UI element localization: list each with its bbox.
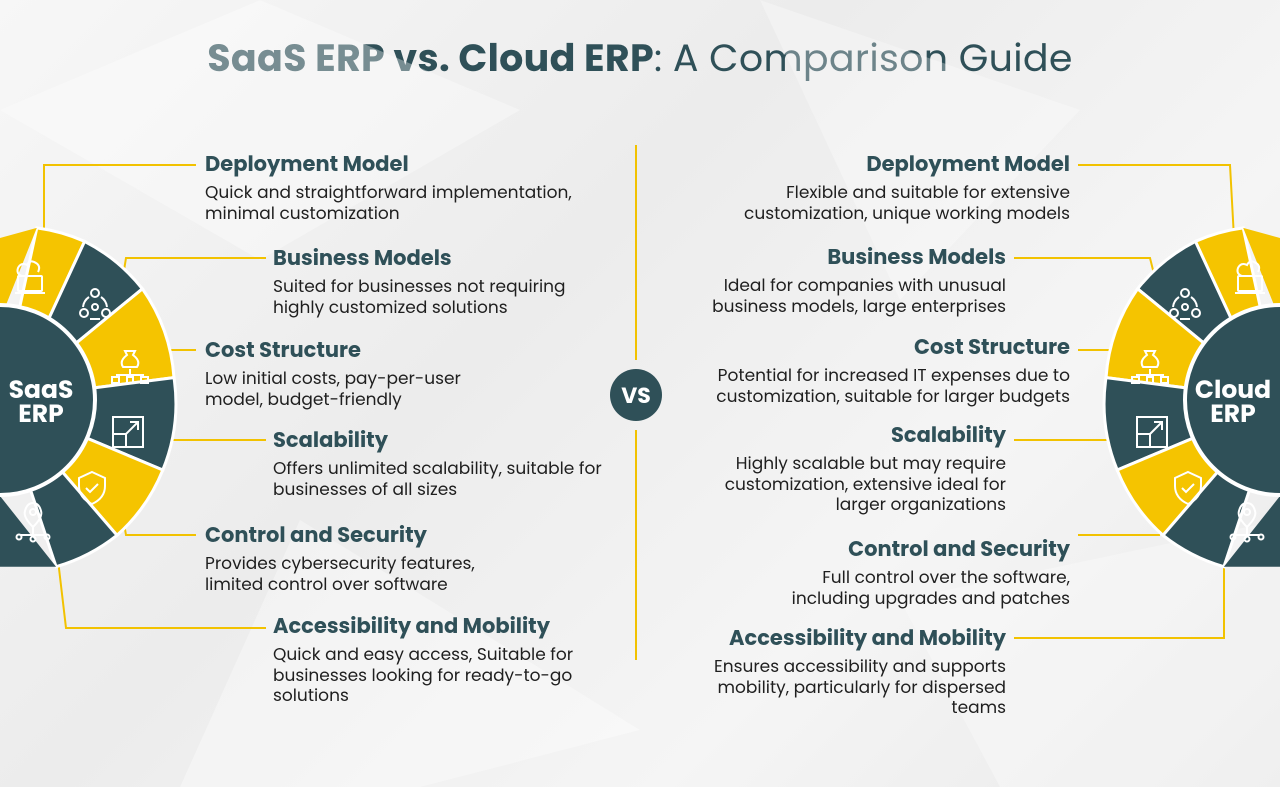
right-text: Full control over the software, includin… xyxy=(791,565,1070,610)
right-icons xyxy=(1131,260,1265,543)
page-title: SaaS ERP vs. Cloud ERP: A Comparison Gui… xyxy=(0,30,1280,87)
right-heading: Control and Security xyxy=(848,535,1070,564)
saas-erp-label: SaaS ERP xyxy=(6,372,76,431)
right-ring xyxy=(1102,226,1280,569)
money-bag-network-icon xyxy=(111,350,149,384)
money-bag-network-icon xyxy=(1131,350,1169,384)
left-heading: Cost Structure xyxy=(205,336,361,365)
cloud-erp-label: Cloud ERP xyxy=(1190,372,1276,431)
expand-icon xyxy=(112,416,144,448)
right-text: Flexible and suitable for extensive cust… xyxy=(744,180,1070,225)
right-heading: Scalability xyxy=(891,421,1006,450)
left-heading: Business Models xyxy=(273,244,452,273)
left-icons xyxy=(15,260,149,543)
shield-check-icon xyxy=(1174,470,1202,506)
cloud-label-line1: Cloud xyxy=(1194,372,1272,407)
cloud-laptop-icon xyxy=(1235,260,1265,294)
left-heading: Control and Security xyxy=(205,521,427,550)
people-cycle-icon xyxy=(1169,288,1201,320)
right-item-deployment: Deployment Model Flexible and suitable f… xyxy=(700,152,1070,223)
cloud-label-line2: ERP xyxy=(1210,396,1256,431)
left-item-accessibility: Accessibility and Mobility Quick and eas… xyxy=(273,614,603,706)
title-light: : A Comparison Guide xyxy=(653,32,1073,85)
location-network-icon xyxy=(15,501,51,543)
left-text: Quick and straightforward implementation… xyxy=(205,180,572,225)
left-item-scalability: Scalability Offers unlimited scalability… xyxy=(273,428,603,499)
left-text: Offers unlimited scalability, suitable f… xyxy=(273,456,602,501)
right-item-accessibility: Accessibility and Mobility Ensures acces… xyxy=(690,626,1006,718)
left-item-control: Control and Security Provides cybersecur… xyxy=(205,523,505,594)
location-network-icon xyxy=(1229,501,1265,543)
saas-label-line1: SaaS xyxy=(8,372,74,407)
left-heading: Deployment Model xyxy=(205,150,409,179)
right-item-scalability: Scalability Highly scalable but may requ… xyxy=(700,423,1006,515)
left-text: Provides cybersecurity features, limited… xyxy=(205,551,475,596)
right-heading: Deployment Model xyxy=(866,150,1070,179)
expand-icon xyxy=(1136,416,1168,448)
right-heading: Business Models xyxy=(827,243,1006,272)
right-heading: Cost Structure xyxy=(914,333,1070,362)
left-item-cost: Cost Structure Low initial costs, pay-pe… xyxy=(205,338,465,409)
left-heading: Scalability xyxy=(273,426,388,455)
right-item-business: Business Models Ideal for companies with… xyxy=(686,245,1006,316)
left-heading: Accessibility and Mobility xyxy=(273,612,550,641)
left-ring xyxy=(0,226,178,569)
saas-label-line2: ERP xyxy=(18,396,64,431)
right-text: Potential for increased IT expenses due … xyxy=(716,363,1070,408)
left-item-deployment: Deployment Model Quick and straightforwa… xyxy=(205,152,605,223)
shield-check-icon xyxy=(78,470,106,506)
left-item-business: Business Models Suited for businesses no… xyxy=(273,246,593,317)
people-cycle-icon xyxy=(79,288,111,320)
cloud-laptop-icon xyxy=(15,260,45,294)
right-heading: Accessibility and Mobility xyxy=(729,624,1006,653)
right-connectors xyxy=(1014,164,1235,639)
right-text: Ensures accessibility and supports mobil… xyxy=(713,654,1006,719)
right-item-cost: Cost Structure Potential for increased I… xyxy=(688,335,1070,406)
right-item-control: Control and Security Full control over t… xyxy=(740,537,1070,608)
left-text: Suited for businesses not requiring high… xyxy=(273,274,566,319)
left-text: Quick and easy access, Suitable for busi… xyxy=(273,642,574,707)
right-text: Highly scalable but may require customiz… xyxy=(724,451,1006,516)
title-bold: SaaS ERP vs. Cloud ERP xyxy=(207,32,654,85)
right-text: Ideal for companies with unusual busines… xyxy=(712,273,1006,318)
vs-badge: VS xyxy=(610,369,662,421)
left-text: Low initial costs, pay-per-user model, b… xyxy=(205,366,461,411)
